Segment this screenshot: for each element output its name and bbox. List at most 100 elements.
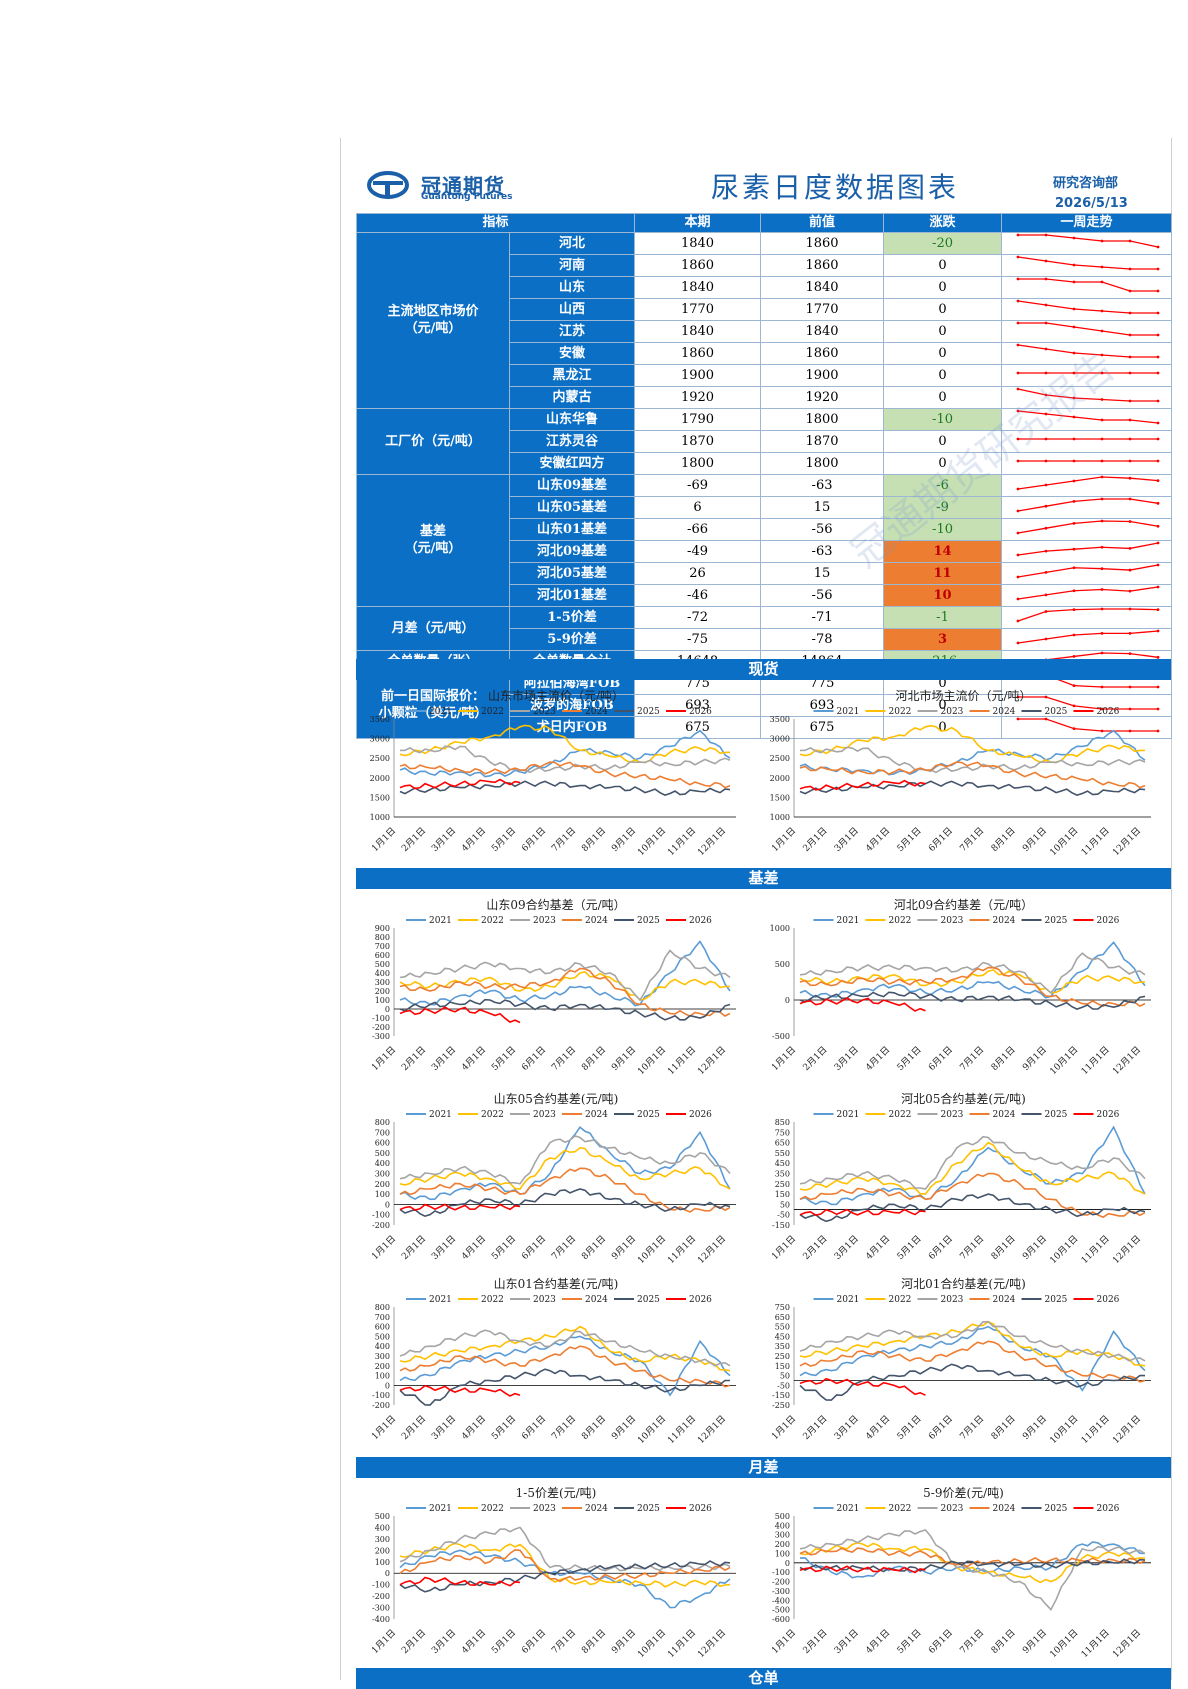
x-tick-label: 7月1日: [550, 825, 579, 854]
legend-label: 2021: [837, 1110, 860, 1120]
section-warrant: 仓单: [356, 1668, 1171, 1689]
sparkline-point: [1156, 607, 1159, 611]
sparkline-point: [1156, 629, 1159, 632]
x-tick-label: 12月1日: [695, 1233, 728, 1266]
legend-label: 2025: [1045, 1110, 1068, 1120]
legend-label: 2021: [837, 1504, 860, 1514]
x-tick-label: 9月1日: [1020, 1627, 1049, 1656]
x-tick-label: 11月1日: [1079, 825, 1112, 858]
legend-label: 2021: [837, 707, 860, 717]
sparkline-point: [1044, 233, 1047, 236]
series-line-2023: [399, 1329, 731, 1367]
y-tick-label: -200: [372, 1401, 390, 1410]
sparkline-line: [1017, 629, 1158, 644]
y-tick-label: -50: [777, 1211, 790, 1220]
table-row: 河北01基差 -46 -56 10: [357, 583, 1173, 607]
x-tick-label: 2月1日: [801, 825, 830, 854]
x-tick-label: 9月1日: [610, 1627, 639, 1656]
trend-sparkline: [1001, 539, 1173, 563]
sparkline-point: [1044, 717, 1047, 720]
y-tick-label: -150: [772, 1221, 790, 1230]
current-value: -49: [634, 539, 762, 563]
sparkline: [1016, 371, 1159, 374]
y-tick-label: -100: [772, 1568, 790, 1577]
sparkline-point: [1072, 499, 1075, 503]
y-tick-label: 300: [375, 1352, 390, 1361]
sparkline-line: [1017, 475, 1158, 490]
x-tick-label: 7月1日: [958, 1233, 987, 1262]
trend-sparkline: [1001, 583, 1173, 607]
legend-label: 2026: [1097, 1110, 1120, 1120]
x-tick-label: 3月1日: [832, 1044, 861, 1073]
y-tick-label: -100: [372, 1391, 390, 1400]
legend-label: 2023: [533, 1504, 556, 1514]
x-tick-label: 7月1日: [550, 1233, 579, 1262]
category-cell: 月差（元/吨）: [356, 605, 510, 651]
change-value: 0: [883, 253, 1003, 277]
sparkline-point: [1100, 371, 1103, 374]
table-row: 河北05基差 26 15 11: [357, 561, 1173, 585]
y-tick-label: 3500: [770, 715, 790, 724]
chart-title: 5-9价差(元/吨): [923, 1486, 1004, 1500]
y-tick-label: 450: [775, 1332, 790, 1341]
x-tick-label: 7月1日: [550, 1413, 579, 1442]
sparkline-point: [1016, 487, 1019, 490]
trend-sparkline: [1001, 715, 1173, 739]
current-value: 1860: [634, 341, 762, 365]
data-table: 指标 本期 前值 涨跌 一周走势 主流地区市场价 （元/吨） 河北 1840 1860…: [355, 213, 1173, 739]
y-tick-label: 500: [375, 1149, 390, 1158]
sparkline-point: [1128, 399, 1131, 402]
y-tick-label: 0: [785, 996, 790, 1005]
sparkline-point: [1100, 497, 1103, 500]
indicator-name: 山东05基差: [508, 495, 636, 519]
x-tick-label: 4月1日: [460, 1627, 489, 1656]
legend-label: 2025: [637, 1295, 660, 1305]
x-tick-label: 3月1日: [430, 1413, 459, 1442]
y-tick-label: 1500: [370, 793, 390, 802]
x-tick-label: 12月1日: [695, 1044, 728, 1077]
legend-label: 2022: [481, 1504, 504, 1514]
sparkline-point: [1100, 475, 1103, 478]
sparkline-point: [1100, 607, 1103, 610]
sparkline-point: [1044, 570, 1047, 574]
table-row: 安徽 1860 1860 0: [357, 341, 1173, 365]
sparkline-point: [1044, 259, 1047, 262]
sparkline-line: [1017, 255, 1158, 270]
x-tick-label: 12月1日: [695, 825, 728, 858]
legend-label: 2026: [1097, 1295, 1120, 1305]
line-chart: 山东05合约基差(元/吨) 2021 2022 2023 2024 2025 2026 -20…: [356, 1088, 756, 1273]
x-tick-label: 3月1日: [430, 825, 459, 854]
x-tick-label: 5月1日: [895, 1413, 924, 1442]
sparkline: [1016, 299, 1159, 314]
sparkline-point: [1128, 239, 1131, 242]
sparkline-point: [1100, 587, 1103, 591]
sparkline-point: [1156, 685, 1159, 688]
sparkline-line: [1017, 585, 1158, 600]
x-tick-label: 4月1日: [864, 1044, 893, 1073]
x-tick-label: 3月1日: [832, 1627, 861, 1656]
y-tick-label: -100: [372, 1014, 390, 1023]
previous-value: 675: [760, 715, 885, 739]
table-row: 山东05基差 6 15 -9: [357, 495, 1173, 519]
x-tick-label: 6月1日: [520, 1233, 549, 1262]
chart-title: 河北09合约基差（元/吨）: [894, 897, 1033, 912]
sparkline-point: [1016, 387, 1019, 390]
section-spread: 月差: [356, 1457, 1171, 1478]
y-tick-label: 600: [375, 1139, 390, 1148]
sparkline-point: [1072, 565, 1075, 569]
table-row: 江苏 1840 1840 0: [357, 319, 1173, 343]
sparkline-point: [1072, 263, 1075, 266]
sparkline-point: [1128, 437, 1131, 440]
y-tick-label: -100: [372, 1581, 390, 1590]
sparkline-point: [1128, 519, 1131, 523]
y-tick-label: 350: [775, 1170, 790, 1179]
sparkline-point: [1072, 479, 1075, 482]
trend-sparkline: [1001, 627, 1173, 651]
x-tick-label: 10月1日: [1048, 1627, 1081, 1660]
sparkline-point: [1128, 651, 1131, 655]
y-tick-label: 2000: [770, 774, 790, 783]
series-line-2024: [799, 1172, 1146, 1219]
series-line-2026: [399, 1576, 521, 1587]
y-tick-label: 550: [775, 1323, 790, 1332]
x-tick-label: 11月1日: [665, 1044, 698, 1077]
